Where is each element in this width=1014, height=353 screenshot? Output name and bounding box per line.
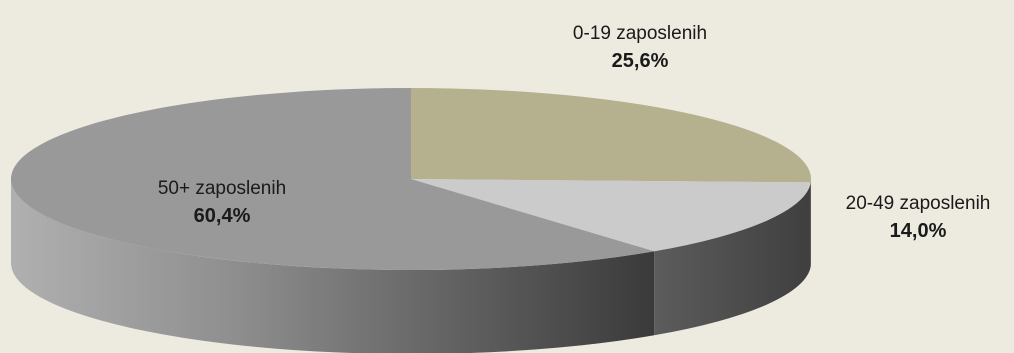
slice-label-50plus: 50+ zaposlenih 60,4% <box>158 178 286 227</box>
slice-value-50plus: 60,4% <box>194 205 251 227</box>
pie-slice-20-49 <box>411 179 811 252</box>
pie-side-20-49 <box>654 182 811 336</box>
slice-label-0-19: 0-19 zaposlenih 25,6% <box>573 23 707 72</box>
pie-slice-0-19 <box>411 88 812 183</box>
slice-label-20-49: 20-49 zaposlenih 14,0% <box>846 193 991 242</box>
slice-name-20-49: 20-49 zaposlenih <box>846 193 991 214</box>
pie-top-faces <box>10 87 812 271</box>
slice-name-50plus: 50+ zaposlenih <box>158 178 286 199</box>
slice-value-0-19: 25,6% <box>612 50 669 72</box>
slice-value-20-49: 14,0% <box>890 220 947 242</box>
pie-slice-50plus <box>10 87 655 271</box>
pie-side-walls <box>11 179 811 353</box>
slice-name-0-19: 0-19 zaposlenih <box>573 23 707 44</box>
pie-side-50plus <box>11 179 655 353</box>
